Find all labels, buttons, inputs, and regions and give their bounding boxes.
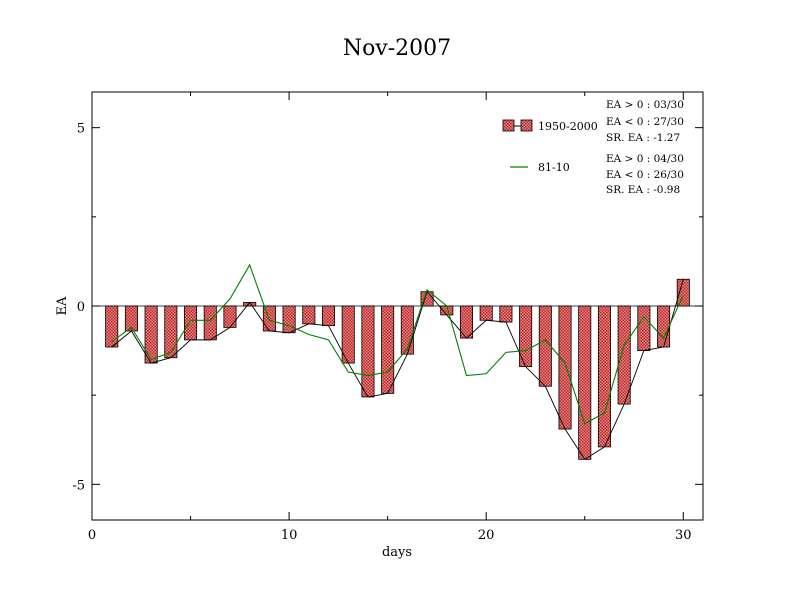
bar-day-24 (558, 305, 572, 430)
bar-day-5 (184, 305, 198, 341)
x-tick-label-20: 20 (478, 528, 495, 543)
bar-day-21 (499, 305, 513, 323)
bar-day-25 (578, 305, 592, 460)
bar-day-4 (164, 305, 178, 359)
legend-bar-swatch (502, 119, 515, 132)
legend-bar-label: 1950-2000 (538, 120, 598, 133)
legend-bar-swatch-right (520, 119, 533, 132)
stats-1-line-3: SR. EA : -1.27 (606, 132, 680, 144)
bar-day-7 (223, 305, 237, 328)
stats-2-line-2: EA < 0 : 26/30 (606, 169, 684, 181)
bar-day-10 (282, 305, 296, 334)
bar-day-29 (657, 305, 671, 348)
bar-day-16 (400, 305, 414, 355)
x-axis-label: days (382, 545, 412, 560)
stats-1-line-2: EA < 0 : 27/30 (606, 116, 684, 128)
legend: 1950-2000 81-10 EA > 0 : 03/30 EA < 0 : … (502, 99, 684, 196)
y-tick-label-5: 5 (77, 122, 85, 137)
bar-day-27 (617, 305, 631, 405)
bar-day-15 (381, 305, 395, 394)
bar-day-1 (105, 305, 119, 348)
y-tick-label--5: -5 (72, 478, 85, 493)
bar-day-6 (203, 305, 217, 341)
stats-1-line-1: EA > 0 : 03/30 (606, 99, 684, 111)
series-81-10-line (111, 263, 684, 425)
x-tick-label-30: 30 (675, 528, 692, 543)
bar-day-12 (322, 305, 336, 327)
stats-2-line-3: SR. EA : -0.98 (606, 184, 680, 196)
x-tick-label-10: 10 (281, 528, 298, 543)
bar-day-3 (144, 305, 158, 364)
bar-day-23 (538, 305, 552, 387)
y-axis-label: EA (55, 296, 70, 315)
chart-title: Nov-2007 (343, 36, 451, 61)
series-1950-2000-line (111, 279, 684, 460)
bar-day-26 (597, 305, 611, 448)
bar-day-28 (637, 305, 651, 351)
y-tick-label-0: 0 (77, 300, 85, 315)
x-tick-label-0: 0 (88, 528, 96, 543)
legend-line-label: 81-10 (538, 161, 570, 174)
bar-day-20 (479, 305, 493, 321)
bar-day-14 (361, 305, 375, 398)
stats-2-line-1: EA > 0 : 04/30 (606, 153, 684, 165)
bar-day-11 (302, 305, 316, 325)
